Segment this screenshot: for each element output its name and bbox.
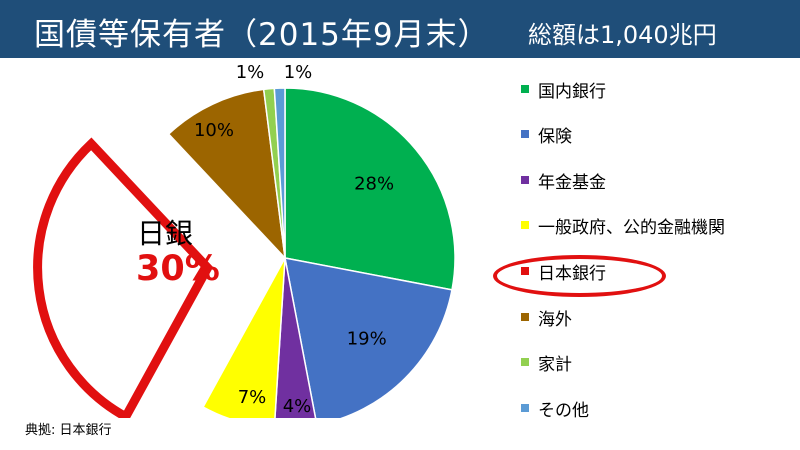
legend-swatch: [521, 313, 529, 321]
legend-item-3: 年金基金: [521, 168, 606, 193]
pie-slice-4: [202, 257, 286, 418]
legend-label: 年金基金: [538, 172, 606, 193]
legend-label: その他: [538, 400, 589, 421]
legend-swatch: [521, 404, 529, 412]
legend-item-6: 海外: [521, 305, 572, 330]
slice-label-8: 1%: [284, 62, 313, 83]
boj-legend-highlight: [493, 255, 666, 297]
source-note: 典拠: 日本銀行: [25, 423, 112, 438]
pie-slice-8: [273, 87, 286, 259]
pie-slice-3: [274, 257, 317, 418]
legend-item-4: 一般政府、公的金融機関: [521, 213, 725, 238]
chart-subtitle: 総額は1,040兆円: [528, 21, 717, 49]
title-bar: 国債等保有者（2015年9月末） 総額は1,040兆円: [0, 0, 800, 58]
pie-slice-2: [284, 257, 453, 418]
pie-slice-5: [33, 137, 214, 418]
legend-label: 家計: [538, 354, 572, 375]
legend-label: 一般政府、公的金融機関: [538, 217, 725, 238]
slice-label-7: 1%: [236, 62, 265, 83]
legend-swatch: [521, 130, 529, 138]
slice-label-2: 19%: [347, 329, 387, 350]
chart-title: 国債等保有者（2015年9月末）: [34, 17, 490, 53]
boj-callout-percent: 30%: [136, 249, 220, 289]
legend-swatch: [521, 85, 529, 93]
pie-chart: 28% 19% 4% 7% 10% 1% 1%: [33, 62, 456, 418]
legend-swatch: [521, 221, 529, 229]
slice-label-1: 28%: [354, 173, 394, 194]
boj-callout-name: 日銀: [137, 217, 194, 250]
legend-item-2: 保険: [521, 122, 572, 147]
legend-item-7: 家計: [521, 350, 572, 375]
legend-label: 国内銀行: [538, 81, 606, 102]
pie-slice-6: [167, 88, 287, 261]
legend-label: 海外: [538, 309, 572, 330]
legend-swatch: [521, 176, 529, 184]
legend-swatch: [521, 358, 529, 366]
legend-item-8: その他: [521, 396, 589, 421]
pie-slice-1: [284, 87, 456, 291]
slice-label-6: 10%: [194, 120, 234, 141]
legend-item-1: 国内銀行: [521, 77, 606, 102]
slice-label-4: 7%: [238, 387, 267, 408]
legend-label: 保険: [538, 126, 572, 147]
slice-label-3: 4%: [283, 396, 312, 417]
